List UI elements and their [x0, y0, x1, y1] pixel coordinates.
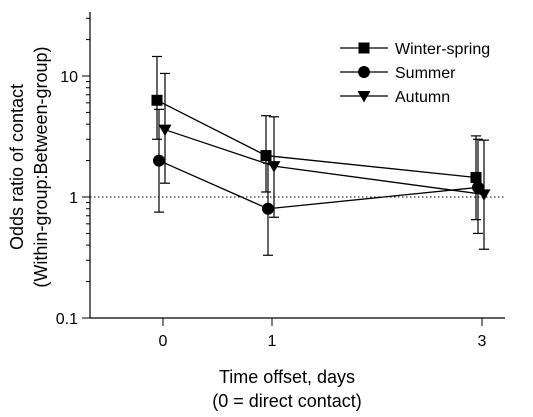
y-tick-label: 1: [69, 190, 78, 207]
y-axis-label-line2: (Within-group:Between-group): [31, 46, 51, 287]
x-axis-label-line2: (0 = direct contact): [212, 391, 362, 411]
legend-marker: [358, 42, 370, 54]
series-winter-spring: [151, 55, 482, 221]
x-tick-label: 1: [268, 333, 277, 350]
legend-label: Winter-spring: [395, 41, 490, 58]
data-point-autumn: [267, 161, 281, 173]
data-point-autumn: [158, 124, 172, 137]
legend-entry-autumn: Autumn: [340, 89, 450, 106]
series-autumn: [158, 72, 491, 250]
series-layer: [151, 55, 491, 256]
data-point-winter-spring: [470, 171, 482, 183]
x-axis-label-line1: Time offset, days: [219, 367, 355, 387]
data-point-winter-spring: [260, 150, 272, 162]
data-point-winter-spring: [151, 94, 163, 106]
legend-marker: [358, 66, 370, 78]
x-tick-label: 3: [478, 333, 487, 350]
y-tick-label: 10: [60, 69, 78, 86]
data-point-summer: [153, 154, 165, 167]
series-line-summer: [158, 159, 479, 210]
legend: Winter-spring Summer Autumn: [340, 41, 490, 106]
data-point-summer: [262, 202, 274, 215]
x-tick-label: 0: [159, 333, 168, 350]
axes: 0.1 1 10 0 1 3: [56, 12, 505, 350]
legend-marker: [357, 91, 371, 103]
legend-entry-summer: Summer: [340, 65, 456, 82]
y-axis-label-line1: Odds ratio of contact: [7, 84, 27, 250]
data-point-autumn: [477, 189, 491, 201]
series-summer: [153, 108, 484, 256]
legend-label: Summer: [395, 65, 456, 82]
legend-label: Autumn: [395, 89, 450, 106]
legend-entry-winter-spring: Winter-spring: [340, 41, 490, 58]
series-line-winter-spring: [156, 99, 477, 179]
y-tick-label: 0.1: [56, 311, 78, 328]
